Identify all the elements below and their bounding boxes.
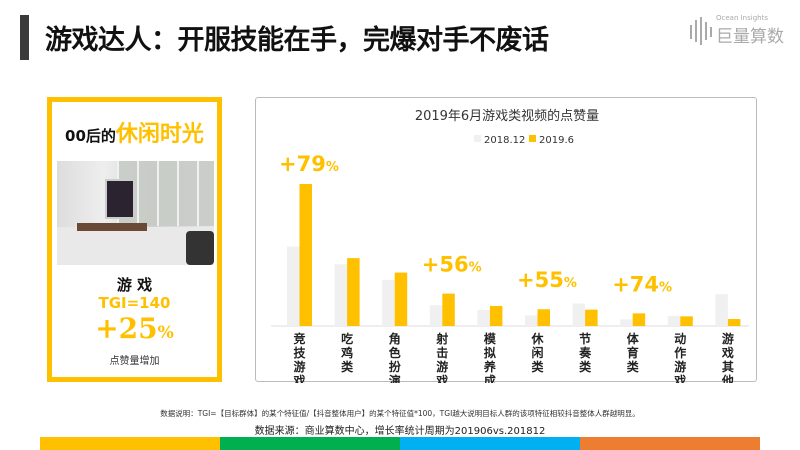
desk-photo	[57, 161, 214, 265]
chart-title: 2019年6月游戏类视频的点赞量	[415, 108, 599, 124]
heading-highlight: 休闲时光	[115, 122, 204, 147]
category-label: 节奏类	[578, 331, 592, 374]
logo-title: 巨量算数	[716, 27, 784, 47]
footer-strip-blue	[400, 437, 580, 450]
growth-number: +25	[95, 312, 158, 345]
bar-2018.12	[715, 294, 728, 326]
bar-2018.12	[429, 305, 443, 326]
bar-2019.6	[394, 272, 408, 326]
category-label: 休闲类	[530, 331, 544, 374]
legend-label: 2018.12	[484, 135, 525, 146]
footer-strip-orange	[580, 437, 760, 450]
bar-2018.12	[334, 264, 348, 326]
data-note: 数据说明：TGI=【目标群体】的某个特征值/【抖音整体用户】的某个特征值*100…	[160, 409, 640, 418]
legend-swatch	[474, 135, 481, 142]
logo-subtitle: Ocean Insights	[716, 14, 768, 22]
bar-2019.6	[537, 309, 550, 326]
bar-chart: 2019年6月游戏类视频的点赞量 2018.12 2019.6 竞技游戏 吃鸡类 角色扮演…	[271, 108, 749, 388]
category-label: 模拟养成	[483, 331, 497, 383]
logo-bars-icon	[690, 16, 712, 45]
title-accent-bar	[20, 15, 29, 60]
bar-2019.6	[727, 319, 741, 326]
category-label: 角色扮演	[389, 331, 402, 383]
legend-label: 2019.6	[539, 135, 574, 146]
growth-annotation: +74%	[612, 272, 672, 296]
growth-annotation: +79%	[279, 152, 339, 176]
bar-2018.12	[572, 303, 586, 326]
heading-prefix: 00后的	[65, 127, 116, 145]
footer-strip-yellow	[40, 437, 220, 450]
brand-logo: Ocean Insights 巨量算数	[690, 14, 784, 47]
category-label: 吃鸡类	[340, 331, 354, 374]
category-label: 竞技游戏	[292, 331, 306, 383]
category-label: 游戏其他	[721, 331, 734, 383]
growth-caption: 点赞量增加	[109, 356, 160, 367]
bar-2019.6	[489, 305, 503, 326]
bar-2018.12	[287, 246, 300, 326]
bar-2019.6	[299, 184, 312, 326]
bar-2019.6	[632, 313, 646, 326]
data-source: 数据来源：商业算数中心，增长率统计周期为201906vs.201812	[254, 426, 546, 437]
legend-swatch	[529, 135, 536, 142]
bar-2018.12	[525, 315, 538, 326]
footer-strip-green	[220, 437, 400, 450]
bar-2018.12	[477, 309, 490, 326]
growth-unit: %	[157, 323, 174, 343]
growth-annotation: +56%	[422, 253, 482, 277]
category-label: 游 戏	[116, 276, 153, 294]
bar-2019.6	[347, 258, 360, 326]
growth-value: +25%	[52, 312, 217, 345]
category-label: 射击游戏	[435, 331, 448, 383]
chart-panel: 2019年6月游戏类视频的点赞量 2018.12 2019.6 竞技游戏 吃鸡类 角色扮演…	[255, 97, 757, 388]
bar-2019.6	[585, 309, 598, 326]
bar-2019.6	[442, 293, 455, 326]
panel-heading: 00后的休闲时光	[52, 116, 217, 148]
page-title: 游戏达人：开服技能在手，完爆对手不废话	[45, 25, 549, 56]
growth-annotation: +55%	[517, 268, 577, 292]
category-label: 动作游戏	[673, 332, 686, 383]
bar-2018.12	[382, 279, 395, 326]
category-label: 体育类	[627, 331, 640, 374]
bar-2018.12	[667, 315, 681, 326]
bar-2019.6	[680, 316, 693, 326]
highlight-panel: 00后的休闲时光 游 戏 TGI=140 +25% 点赞量增加	[47, 97, 222, 382]
bar-2018.12	[620, 319, 633, 326]
tgi-value: TGI=140	[98, 294, 171, 312]
